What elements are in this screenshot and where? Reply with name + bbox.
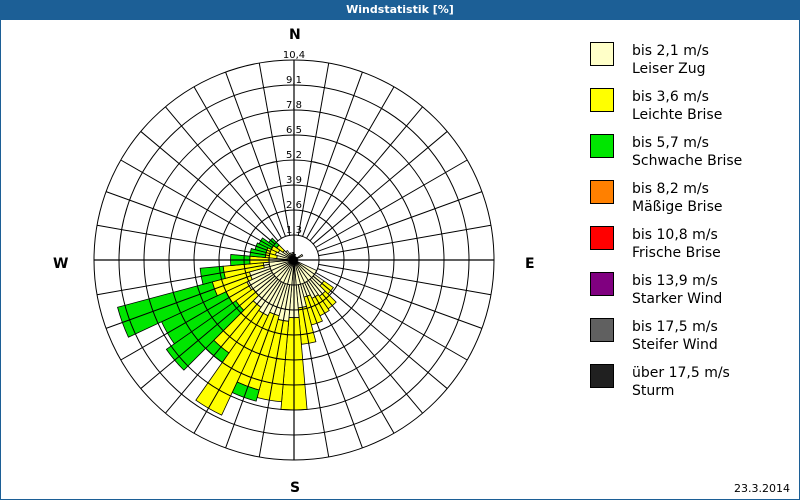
grid-spoke [140,131,276,245]
radial-tick-label: 3,9 [286,175,302,186]
grid-spoke [258,62,291,236]
compass-east: E [525,256,535,272]
date-label: 23.3.2014 [734,482,790,495]
grid-spoke [315,272,468,361]
grid-spoke [302,283,363,449]
radial-tick-label: 10,4 [283,50,305,61]
legend-label: Frische Brise [632,245,721,261]
legend-range: bis 5,7 m/s [632,135,709,151]
legend-label: Steifer Wind [632,337,718,353]
grid-spoke [312,275,448,389]
grid-spoke [193,281,282,434]
legend-range: über 17,5 m/s [632,365,730,381]
legend-label: Schwache Brise [632,153,743,169]
grid-spoke [315,159,468,248]
compass-west: W [53,256,69,272]
grid-spoke [165,278,279,414]
grid-spoke [193,86,282,239]
grid-spoke [306,281,395,434]
legend-range: bis 2,1 m/s [632,43,709,59]
wind-rose-chart: 1,3 2,6 3,9 5,2 6,5 7,8 9,1 10,4 [93,50,495,461]
legend-range: bis 3,6 m/s [632,89,709,105]
radial-tick-label: 9,1 [286,75,302,86]
grid-spoke [165,106,279,242]
grid-spoke [306,86,395,239]
legend-swatch [590,318,614,342]
grid-spoke [302,71,363,237]
grid-spoke [309,278,423,414]
grid-spoke [225,283,286,449]
grid-spoke [309,106,423,242]
wind-bar [249,248,267,258]
compass-south: S [290,480,301,496]
grid-spoke [317,191,483,252]
grid-spoke [312,131,448,245]
radial-tick-label: 5,2 [286,150,302,161]
grid-spoke [105,268,271,329]
grid-spoke [297,62,330,236]
legend-label: Starker Wind [632,291,723,307]
wind-bar [117,281,218,338]
legend-swatch [590,364,614,388]
legend-swatch [590,226,614,250]
grid-spoke [297,284,330,458]
grid-spoke [317,268,483,329]
grid-spoke [318,224,492,257]
grid-spoke [96,224,270,257]
grid-spoke [96,263,270,296]
legend-swatch [590,42,614,66]
legend-swatch [590,272,614,296]
radial-tick-label: 7,8 [286,100,302,111]
grid-spoke [225,71,286,237]
grid-spoke [140,275,276,389]
grid-spoke [258,284,291,458]
legend-label: Sturm [632,383,675,399]
center-marker [290,256,298,264]
window-title: Windstatistik [%] [0,0,800,20]
legend-swatch [590,88,614,112]
grid-spoke [318,263,492,296]
grid-spoke [120,159,273,248]
legend-range: bis 13,9 m/s [632,273,718,289]
radial-tick-label: 2,6 [286,200,302,211]
grid-spoke [105,191,271,252]
legend-label: Leichte Brise [632,107,723,123]
radial-tick-label: 6,5 [286,125,302,136]
legend-swatch [590,180,614,204]
legend-range: bis 10,8 m/s [632,227,718,243]
legend-swatch [590,134,614,158]
wind-bar [199,265,226,285]
grid-spoke [120,272,273,361]
radial-tick-label: 1,3 [286,225,302,236]
legend-label: Leiser Zug [632,61,706,77]
legend-range: bis 17,5 m/s [632,319,718,335]
legend-range: bis 8,2 m/s [632,181,709,197]
compass-north: N [289,27,301,43]
legend-label: Mäßige Brise [632,199,723,215]
